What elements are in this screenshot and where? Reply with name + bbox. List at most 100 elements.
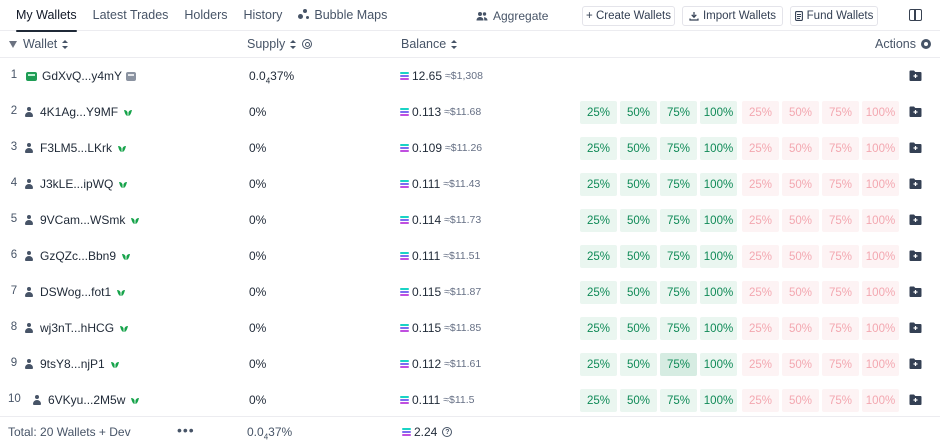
buy-25-button[interactable]: 25% <box>580 317 617 340</box>
sell-100-button[interactable]: 100% <box>862 137 899 160</box>
sell-50-button[interactable]: 50% <box>782 317 819 340</box>
sell-100-button[interactable]: 100% <box>862 101 899 124</box>
supply-column-header[interactable]: Supply <box>247 37 313 51</box>
buy-25-button[interactable]: 25% <box>580 101 617 124</box>
tab-latest-trades[interactable]: Latest Trades <box>93 0 169 31</box>
buy-50-button[interactable]: 50% <box>620 101 657 124</box>
tab-bubble-maps[interactable]: Bubble Maps <box>298 0 387 31</box>
sell-75-button[interactable]: 75% <box>822 209 859 232</box>
add-folder-icon[interactable] <box>909 322 922 333</box>
wallet-address[interactable]: F3LM5...LKrk <box>40 141 113 155</box>
help-icon[interactable]: ? <box>442 427 453 437</box>
add-folder-icon[interactable] <box>909 70 922 81</box>
wallet-cell[interactable]: J3kLE...ipWQ <box>24 177 128 191</box>
buy-25-button[interactable]: 25% <box>580 209 617 232</box>
buy-25-button[interactable]: 25% <box>580 173 617 196</box>
buy-75-button[interactable]: 75% <box>660 209 697 232</box>
sell-50-button[interactable]: 50% <box>782 137 819 160</box>
tab-my-wallets[interactable]: My Wallets <box>16 0 77 32</box>
wallet-address[interactable]: GzQZc...Bbn9 <box>40 249 117 263</box>
table-row[interactable]: 6 GzQZc...Bbn9 0% 0.111 ≈$11.51 25% 50% 75% 100%… <box>0 238 940 274</box>
wallet-address[interactable]: J3kLE...ipWQ <box>40 177 114 191</box>
sell-75-button[interactable]: 75% <box>822 101 859 124</box>
wallet-cell[interactable]: 9VCam...WSmk <box>24 213 140 227</box>
buy-75-button[interactable]: 75% <box>660 353 697 376</box>
buy-50-button[interactable]: 50% <box>620 389 657 412</box>
wallet-cell[interactable]: 9tsY8...njP1 <box>24 357 120 371</box>
balance-column-header[interactable]: Balance <box>401 37 458 51</box>
add-folder-icon[interactable] <box>909 394 922 405</box>
buy-100-button[interactable]: 100% <box>700 389 737 412</box>
more-options-icon[interactable]: ••• <box>177 422 195 438</box>
gear-icon[interactable] <box>921 39 931 49</box>
wallet-cell[interactable]: F3LM5...LKrk <box>24 141 127 155</box>
sell-50-button[interactable]: 50% <box>782 209 819 232</box>
sell-100-button[interactable]: 100% <box>862 317 899 340</box>
buy-75-button[interactable]: 75% <box>660 137 697 160</box>
sell-100-button[interactable]: 100% <box>862 389 899 412</box>
tab-history[interactable]: History <box>243 0 282 31</box>
buy-50-button[interactable]: 50% <box>620 137 657 160</box>
sell-100-button[interactable]: 100% <box>862 353 899 376</box>
wallet-address[interactable]: wj3nT...hHCG <box>40 321 115 335</box>
buy-50-button[interactable]: 50% <box>620 209 657 232</box>
add-folder-icon[interactable] <box>909 178 922 189</box>
sell-25-button[interactable]: 25% <box>742 389 779 412</box>
sell-25-button[interactable]: 25% <box>742 137 779 160</box>
sell-25-button[interactable]: 25% <box>742 281 779 304</box>
buy-100-button[interactable]: 100% <box>700 173 737 196</box>
buy-50-button[interactable]: 50% <box>620 353 657 376</box>
table-row[interactable]: 1 GdXvQ...y4mY 0.0437% 12.65 ≈$1,308 <box>0 58 940 94</box>
sort-icon[interactable] <box>451 39 458 49</box>
wallet-cell[interactable]: 6VKyu...2M5w <box>32 393 140 407</box>
sell-75-button[interactable]: 75% <box>822 389 859 412</box>
buy-100-button[interactable]: 100% <box>700 317 737 340</box>
buy-50-button[interactable]: 50% <box>620 281 657 304</box>
buy-50-button[interactable]: 50% <box>620 173 657 196</box>
sell-100-button[interactable]: 100% <box>862 209 899 232</box>
buy-50-button[interactable]: 50% <box>620 317 657 340</box>
buy-75-button[interactable]: 75% <box>660 281 697 304</box>
wallet-column-header[interactable]: Wallet <box>9 37 69 51</box>
table-row[interactable]: 10 6VKyu...2M5w 0% 0.111 ≈$11.5 25% 50% 75% 100%… <box>0 382 940 418</box>
tab-holders[interactable]: Holders <box>184 0 227 31</box>
buy-100-button[interactable]: 100% <box>700 245 737 268</box>
table-row[interactable]: 8 wj3nT...hHCG 0% 0.115 ≈$11.85 25% 50% 75% 100%… <box>0 310 940 346</box>
sell-75-button[interactable]: 75% <box>822 317 859 340</box>
wallet-address[interactable]: 6VKyu...2M5w <box>48 393 126 407</box>
buy-100-button[interactable]: 100% <box>700 281 737 304</box>
add-folder-icon[interactable] <box>909 142 922 153</box>
table-row[interactable]: 5 9VCam...WSmk 0% 0.114 ≈$11.73 25% 50% 75% 100%… <box>0 202 940 238</box>
buy-75-button[interactable]: 75% <box>660 245 697 268</box>
wallet-cell[interactable]: GzQZc...Bbn9 <box>24 249 131 263</box>
sell-25-button[interactable]: 25% <box>742 317 779 340</box>
buy-25-button[interactable]: 25% <box>580 137 617 160</box>
sell-75-button[interactable]: 75% <box>822 353 859 376</box>
sell-25-button[interactable]: 25% <box>742 245 779 268</box>
wallet-address[interactable]: 9tsY8...njP1 <box>40 357 105 371</box>
filter-icon[interactable] <box>9 40 17 48</box>
sell-100-button[interactable]: 100% <box>862 245 899 268</box>
sell-75-button[interactable]: 75% <box>822 281 859 304</box>
sell-50-button[interactable]: 50% <box>782 173 819 196</box>
sell-100-button[interactable]: 100% <box>862 281 899 304</box>
buy-75-button[interactable]: 75% <box>660 317 697 340</box>
create-wallets-button[interactable]: + Create Wallets <box>582 6 675 26</box>
add-folder-icon[interactable] <box>909 286 922 297</box>
fund-wallets-button[interactable]: Fund Wallets <box>790 6 878 26</box>
sell-50-button[interactable]: 50% <box>782 389 819 412</box>
wallet-cell[interactable]: DSWog...fot1 <box>24 285 126 299</box>
buy-100-button[interactable]: 100% <box>700 101 737 124</box>
add-folder-icon[interactable] <box>909 250 922 261</box>
wallet-address[interactable]: 4K1Ag...Y9MF <box>40 105 119 119</box>
table-row[interactable]: 4 J3kLE...ipWQ 0% 0.111 ≈$11.43 25% 50% 75% 100%… <box>0 166 940 202</box>
table-row[interactable]: 9 9tsY8...njP1 0% 0.112 ≈$11.61 25% 50% 75% 100%… <box>0 346 940 382</box>
buy-100-button[interactable]: 100% <box>700 209 737 232</box>
buy-50-button[interactable]: 50% <box>620 245 657 268</box>
wallet-address[interactable]: 9VCam...WSmk <box>40 213 126 227</box>
sell-50-button[interactable]: 50% <box>782 101 819 124</box>
sort-icon[interactable] <box>290 39 297 49</box>
buy-100-button[interactable]: 100% <box>700 137 737 160</box>
table-row[interactable]: 2 4K1Ag...Y9MF 0% 0.113 ≈$11.68 25% 50% 75% 100%… <box>0 94 940 130</box>
buy-75-button[interactable]: 75% <box>660 389 697 412</box>
